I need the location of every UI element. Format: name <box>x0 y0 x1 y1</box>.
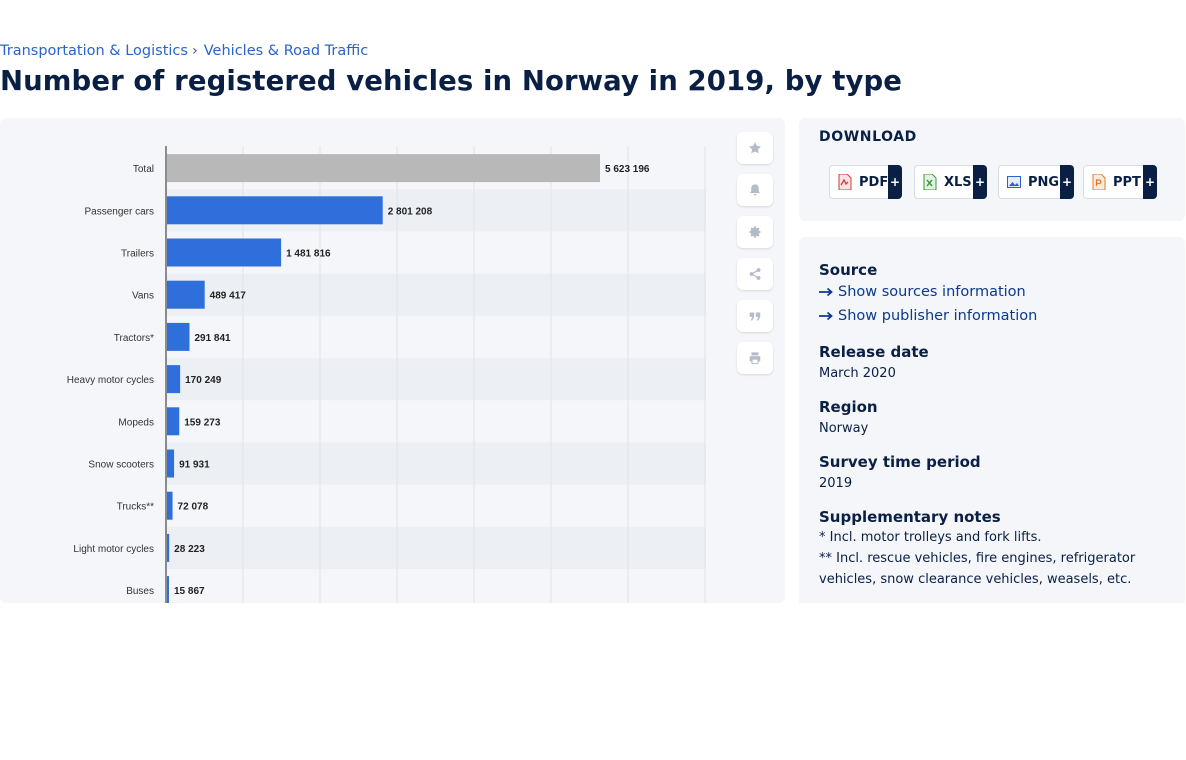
notification-button[interactable] <box>737 174 773 206</box>
row-band <box>166 526 706 569</box>
breadcrumb-link-vehicles[interactable]: Vehicles & Road Traffic <box>203 43 369 59</box>
download-xls-button[interactable]: XLS + <box>914 165 987 199</box>
show-publisher-label: Show publisher information <box>838 308 1038 324</box>
show-sources-link[interactable]: Show sources information <box>819 284 1026 300</box>
bar[interactable] <box>167 407 180 436</box>
favorite-button[interactable] <box>737 132 773 164</box>
share-button[interactable] <box>737 258 773 290</box>
value-label: 28 223 <box>174 544 205 555</box>
bar[interactable] <box>167 322 190 351</box>
bar[interactable] <box>167 576 169 603</box>
xls-file-icon <box>923 174 937 190</box>
bar[interactable] <box>167 365 181 394</box>
row-band <box>166 358 706 401</box>
bar[interactable] <box>167 533 170 562</box>
supplementary-notes-heading: Supplementary notes <box>819 508 1001 526</box>
bar[interactable] <box>167 196 383 225</box>
bar-chart: Total 5 623 196 Passenger cars 2 801 208 Tra… <box>67 146 706 603</box>
value-label: 1 481 816 <box>286 249 331 260</box>
breadcrumb-separator: › <box>191 43 198 59</box>
supplementary-note-2: ** Incl. rescue vehicles, fire engines, … <box>819 551 1136 587</box>
row-band <box>166 273 706 316</box>
value-label: 72 078 <box>178 502 209 513</box>
value-label: 291 841 <box>194 333 231 344</box>
show-publisher-link[interactable]: Show publisher information <box>819 308 1037 324</box>
category-label: Mopeds <box>118 417 154 428</box>
bar[interactable] <box>167 449 175 478</box>
category-label: Trucks** <box>117 502 155 513</box>
category-label: Heavy motor cycles <box>67 375 154 386</box>
category-label: Light motor cycles <box>73 544 154 555</box>
download-ppt-button[interactable]: PPT + <box>1083 165 1157 199</box>
category-label: Tractors* <box>114 333 154 344</box>
star-icon <box>749 142 761 154</box>
breadcrumb-link-transportation[interactable]: Transportation & Logistics <box>0 43 188 59</box>
png-file-icon <box>1007 176 1021 188</box>
value-label: 15 867 <box>174 586 205 597</box>
download-pdf-plus[interactable]: + <box>888 165 902 199</box>
chart-panel: Total 5 623 196 Passenger cars 2 801 208 Tra… <box>0 118 785 603</box>
print-button[interactable] <box>737 342 773 374</box>
share-icon <box>749 268 761 280</box>
show-sources-label: Show sources information <box>838 284 1026 300</box>
supplementary-note-1: * Incl. motor trolleys and fork lifts. <box>819 530 1042 545</box>
pdf-file-icon <box>838 174 852 190</box>
bell-icon <box>750 184 760 196</box>
category-label: Passenger cars <box>85 206 154 217</box>
download-panel: DOWNLOAD PDF + XLS + PNG + PPT + <box>799 118 1185 221</box>
print-icon <box>749 352 761 364</box>
bar[interactable] <box>167 491 173 520</box>
download-title: DOWNLOAD <box>819 129 917 145</box>
page-title: Number of registered vehicles in Norway … <box>0 65 903 97</box>
cite-button[interactable] <box>737 300 773 332</box>
gear-icon <box>749 226 761 238</box>
value-label: 170 249 <box>185 375 222 386</box>
arrow-right-icon <box>819 311 833 321</box>
ppt-file-icon <box>1092 174 1106 190</box>
settings-button[interactable] <box>737 216 773 248</box>
release-date-value: March 2020 <box>819 366 896 381</box>
download-xls-label: XLS <box>944 174 972 190</box>
statistic-details-panel: Source Show sources information Show pub… <box>799 237 1185 603</box>
category-label: Vans <box>132 291 154 302</box>
download-xls-plus[interactable]: + <box>973 165 987 199</box>
bar[interactable] <box>167 280 205 309</box>
download-ppt-label: PPT <box>1113 174 1141 190</box>
survey-period-heading: Survey time period <box>819 453 981 471</box>
value-label: 489 417 <box>210 291 247 302</box>
category-label: Buses <box>126 586 154 597</box>
category-label: Snow scooters <box>88 460 154 471</box>
value-label: 159 273 <box>184 417 221 428</box>
category-label: Trailers <box>121 249 154 260</box>
download-pdf-label: PDF <box>859 174 889 190</box>
download-png-plus[interactable]: + <box>1060 165 1074 199</box>
arrow-right-icon <box>819 287 833 297</box>
download-pdf-button[interactable]: PDF + <box>829 165 902 199</box>
value-label: 5 623 196 <box>605 164 650 175</box>
survey-period-value: 2019 <box>819 476 853 491</box>
row-band <box>166 442 706 485</box>
source-heading: Source <box>819 261 878 279</box>
release-date-heading: Release date <box>819 343 929 361</box>
value-label: 2 801 208 <box>388 206 433 217</box>
download-ppt-plus[interactable]: + <box>1143 165 1157 199</box>
region-heading: Region <box>819 398 878 416</box>
category-label: Total <box>133 164 154 175</box>
breadcrumb: Transportation & Logistics › Vehicles & Ro… <box>0 43 368 59</box>
download-png-button[interactable]: PNG + <box>998 165 1074 199</box>
bar[interactable] <box>167 238 282 267</box>
quote-icon <box>749 312 761 321</box>
bar[interactable] <box>167 154 600 183</box>
value-label: 91 931 <box>179 460 210 471</box>
download-png-label: PNG <box>1028 174 1060 190</box>
region-value: Norway <box>819 421 869 436</box>
